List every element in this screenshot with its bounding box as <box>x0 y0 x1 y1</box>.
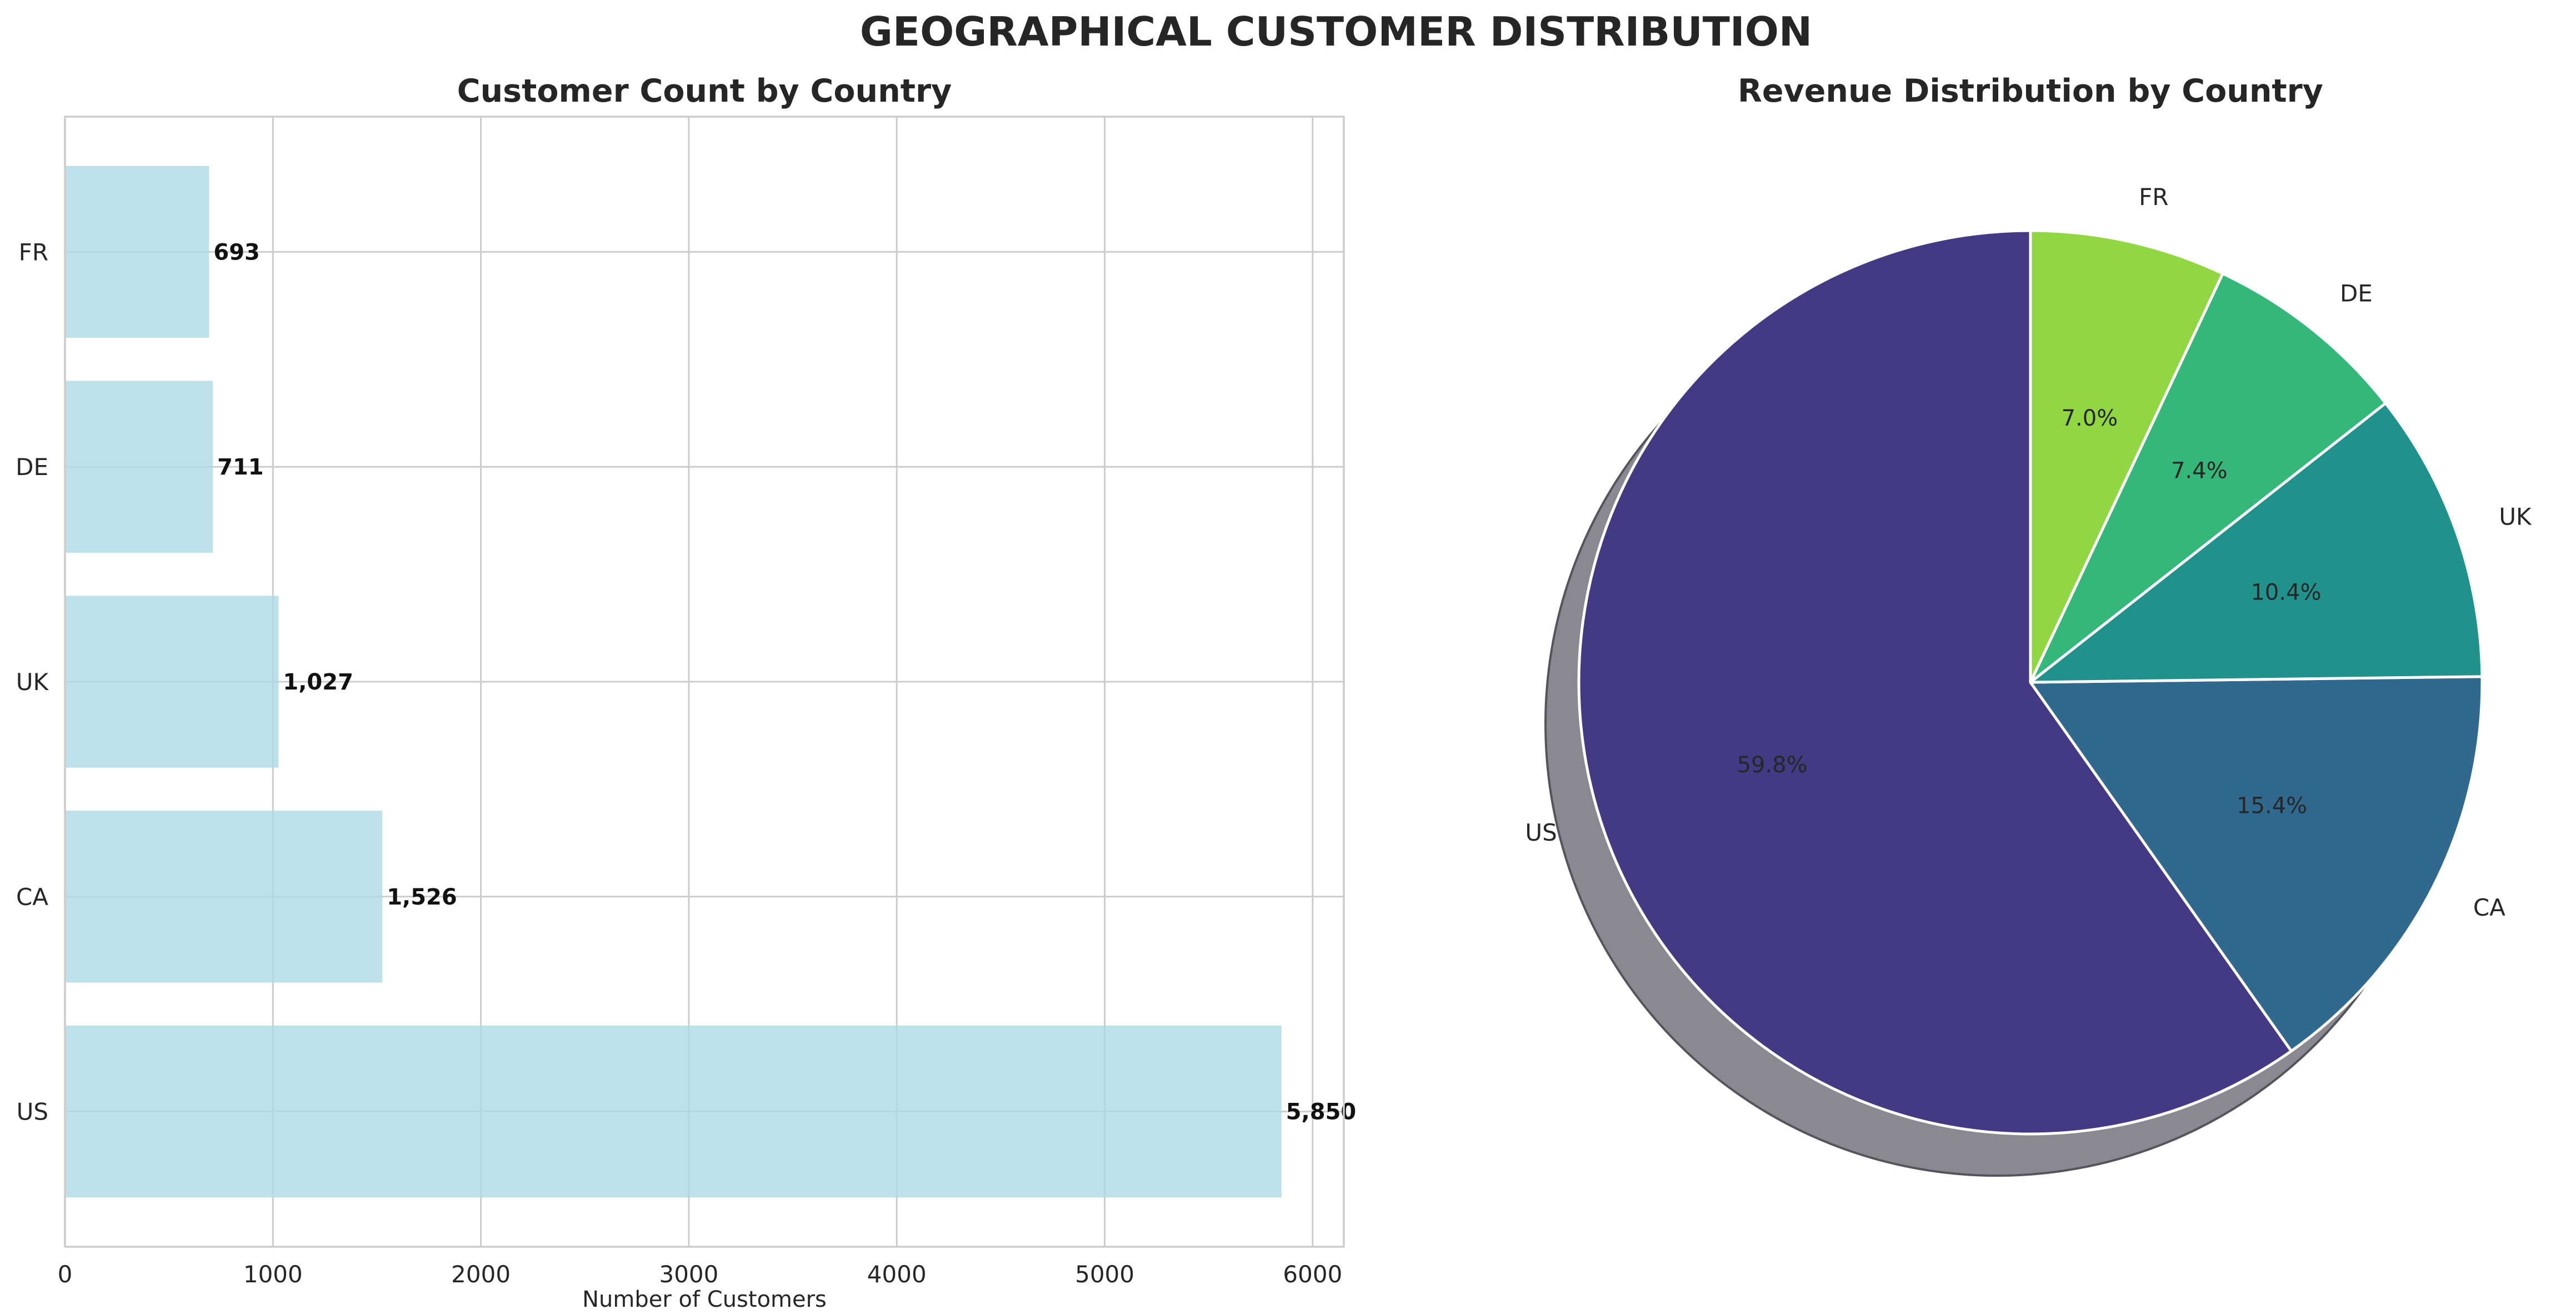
bar-y-tick-fr: FR <box>19 238 48 266</box>
bar-x-tick-2000: 2000 <box>451 1261 511 1288</box>
bar-x-tick-1000: 1000 <box>243 1261 303 1288</box>
bar-value-label-uk: 1,027 <box>283 670 353 695</box>
bar-value-label-ca: 1,526 <box>387 885 457 910</box>
bar-x-tick-0: 0 <box>58 1261 73 1288</box>
bar-x-tick-3000: 3000 <box>659 1261 718 1288</box>
pie-slice-us <box>1577 229 2293 1136</box>
bar-chart-frame <box>64 116 1345 1248</box>
bar-us <box>65 1025 1282 1198</box>
pie-percent-de: 7.4% <box>2171 458 2228 483</box>
bar-x-tick-6000: 6000 <box>1283 1261 1342 1288</box>
bar-uk <box>65 596 279 768</box>
bar-chart-grid <box>64 117 1344 1247</box>
figure-title: GEOGRAPHICAL CUSTOMER DISTRIBUTION <box>860 8 1812 55</box>
pie-slice-ca <box>2029 675 2484 1053</box>
pie-chart-slices <box>1577 229 2484 1136</box>
bar-value-label-us: 5,850 <box>1286 1100 1357 1125</box>
bar-chart-panel: Customer Count by Country 5,850 1,526 1,02… <box>16 73 1356 1312</box>
bar-y-tick-uk: UK <box>16 668 49 696</box>
pie-percent-uk: 10.4% <box>2250 580 2321 606</box>
pie-label-uk: UK <box>2499 503 2532 530</box>
bar-y-tick-ca: CA <box>16 883 48 911</box>
bar-y-tick-us: US <box>17 1098 48 1126</box>
bar-x-tick-4000: 4000 <box>867 1261 927 1288</box>
pie-slice-uk <box>2029 402 2484 684</box>
pie-slice-de <box>2029 272 2387 684</box>
pie-chart-percent-labels: 59.8% 15.4% 10.4% 7.4% 7.0% <box>1737 406 2322 819</box>
bar-chart-title: Customer Count by Country <box>457 73 952 109</box>
bar-de <box>65 381 213 553</box>
bar-value-label-fr: 693 <box>213 239 260 265</box>
bar-fr <box>65 166 209 338</box>
pie-label-us: US <box>1525 819 1557 846</box>
pie-chart-panel: Revenue Distribution by Country US CA UK DE… <box>1525 73 2532 1177</box>
bar-x-tick-5000: 5000 <box>1075 1261 1134 1288</box>
pie-percent-fr: 7.0% <box>2062 406 2118 431</box>
pie-label-de: DE <box>2340 279 2373 307</box>
bar-ca <box>65 811 383 983</box>
bar-chart-x-tick-labels: 0 1000 2000 3000 4000 5000 6000 <box>58 1261 1343 1288</box>
bar-chart-y-tick-labels: US CA UK DE FR <box>16 238 49 1125</box>
pie-percent-us: 59.8% <box>1737 752 1808 778</box>
pie-chart-labels: US CA UK DE FR <box>1525 183 2532 921</box>
pie-slice-fr <box>2029 229 2224 684</box>
bar-chart-bars <box>65 166 1282 1198</box>
pie-chart-title: Revenue Distribution by Country <box>1738 73 2323 109</box>
bar-value-label-de: 711 <box>217 454 264 480</box>
bar-y-tick-de: DE <box>16 453 48 481</box>
pie-percent-ca: 15.4% <box>2237 793 2307 818</box>
pie-label-ca: CA <box>2473 894 2505 921</box>
bar-chart-x-axis-label: Number of Customers <box>582 1287 827 1312</box>
pie-label-fr: FR <box>2139 183 2168 211</box>
